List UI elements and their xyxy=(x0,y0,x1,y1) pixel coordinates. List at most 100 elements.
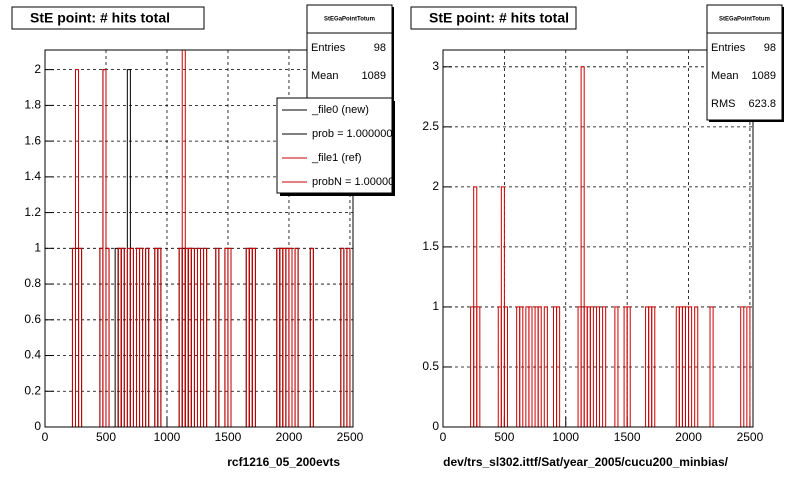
histograms xyxy=(443,66,751,427)
y-tick-label: 0.4 xyxy=(24,348,41,362)
x-tick-label: 1000 xyxy=(154,430,181,444)
x-tick-label: 0 xyxy=(42,430,49,444)
y-tick-label: 1.2 xyxy=(24,205,41,219)
histogram-bin xyxy=(78,247,83,427)
x-axis-label: dev/trs_sl302.ittf/Sat/year_2005/cucu200… xyxy=(443,455,728,469)
histogram-bin xyxy=(294,247,299,427)
stats-label: Entries xyxy=(711,42,746,54)
stats-label: Mean xyxy=(711,70,739,82)
stats-title: StEGaPointTotum xyxy=(719,17,770,23)
histogram-bin xyxy=(519,306,524,427)
histogram-bin xyxy=(139,247,144,427)
legend-entry: _file0 (new) xyxy=(311,104,369,116)
histogram-bin xyxy=(528,306,533,427)
x-tick-label: 2000 xyxy=(675,430,702,444)
chart-title: StE point: # hits total xyxy=(30,10,170,26)
y-tick-label: 2 xyxy=(432,179,439,193)
histogram-bin xyxy=(602,306,607,427)
histogram-bin xyxy=(190,247,195,427)
histogram-bin xyxy=(626,306,631,427)
histogram-bin xyxy=(614,306,619,427)
title-box xyxy=(410,6,577,30)
x-tick-label: 2500 xyxy=(737,430,764,444)
histogram-bin xyxy=(543,306,548,427)
frame xyxy=(44,49,354,428)
histograms xyxy=(45,50,351,427)
y-tick-label: 0 xyxy=(432,419,439,433)
y-tick-label: 0 xyxy=(34,419,41,433)
chart-title: StE point: # hits total xyxy=(429,10,569,26)
histogram-bin xyxy=(740,306,745,427)
histogram-bin xyxy=(203,247,208,427)
legend-entry: _file1 (ref) xyxy=(311,152,362,164)
histogram-bin xyxy=(215,247,220,427)
stats-value: 98 xyxy=(764,42,776,54)
histogram-bin xyxy=(181,50,186,427)
y-tick-label: 0.5 xyxy=(422,359,439,373)
y-tick-label: 2.5 xyxy=(422,119,439,133)
histogram-bin xyxy=(196,247,202,427)
stats-value: 98 xyxy=(374,42,386,54)
x-tick-label: 500 xyxy=(96,430,116,444)
histogram-bin xyxy=(595,306,601,427)
legend-entry: probN = 1.000000 xyxy=(312,176,400,188)
stats-label: Entries xyxy=(311,42,346,54)
legend-entry: prob = 1.000000 xyxy=(312,128,392,140)
x-tick-label: 0 xyxy=(440,430,447,444)
legend: _file0 (new) prob = 1.000000 _file1 (ref) p… xyxy=(282,104,400,188)
stats-label: RMS xyxy=(711,98,735,110)
frame xyxy=(442,49,754,428)
stats-value: 1089 xyxy=(752,70,776,82)
y-tick-label: 1.5 xyxy=(422,239,439,253)
stats-box xyxy=(706,4,783,121)
panel: 0 500 1000 1500 2000 2500 0 0.2 0.4 0.6 0.8 1 1.2 1.4… xyxy=(11,4,400,469)
histogram-bin xyxy=(709,306,714,427)
stats-value: 1089 xyxy=(362,70,386,82)
y-tick-label: 1 xyxy=(432,299,439,313)
legend-box xyxy=(276,97,393,194)
stats-box xyxy=(306,4,393,116)
stats-value: 623.8 xyxy=(748,98,776,110)
histogram-bin xyxy=(105,247,110,427)
y-tick-label: 0.6 xyxy=(24,312,41,326)
histogram-bin xyxy=(288,247,293,427)
x-tick-label: 1000 xyxy=(552,430,579,444)
histogram-bin xyxy=(145,247,150,427)
stats-title: StEGaPointTotum xyxy=(324,17,375,23)
histogram-bin xyxy=(688,306,693,427)
x-tick-label: 2000 xyxy=(276,430,303,444)
x-tick-label: 2500 xyxy=(337,430,364,444)
histogram-bin xyxy=(251,247,256,427)
histogram-bin xyxy=(346,247,351,427)
histogram-bin xyxy=(129,247,134,427)
histogram-bin xyxy=(309,247,314,427)
y-tick-label: 0.2 xyxy=(24,383,41,397)
histogram-bin xyxy=(120,247,125,427)
histogram-bin xyxy=(537,306,542,427)
panel: 0 500 1000 1500 2000 2500 0 0.5 1 1.5 2 2.5 3 StE poi… xyxy=(410,4,784,469)
x-tick-label: 1500 xyxy=(215,430,242,444)
histogram-bin xyxy=(476,306,481,427)
histogram-bin xyxy=(227,247,232,427)
histogram-bin xyxy=(340,247,345,427)
y-tick-label: 0.8 xyxy=(24,276,41,290)
x-axis-label: rcf1216_05_200evts xyxy=(227,455,340,469)
histogram-bin xyxy=(746,306,751,427)
x-tick-label: 1500 xyxy=(614,430,641,444)
x-tick-label: 500 xyxy=(494,430,514,444)
y-tick-label: 1.8 xyxy=(24,98,41,112)
histogram-bin xyxy=(556,306,561,427)
frame-bg xyxy=(443,50,753,427)
histogram-bin xyxy=(651,306,656,427)
histogram-bin xyxy=(694,306,699,427)
y-tick-label: 1.6 xyxy=(24,133,41,147)
y-tick-label: 1 xyxy=(34,240,41,254)
histogram-bin xyxy=(157,247,162,427)
histogram-bin xyxy=(580,66,585,427)
y-tick-label: 2 xyxy=(34,62,41,76)
histogram-bin xyxy=(589,306,594,427)
y-tick-label: 1.4 xyxy=(24,169,41,183)
y-tick-label: 3 xyxy=(432,59,439,73)
histogram-bin xyxy=(503,306,508,427)
